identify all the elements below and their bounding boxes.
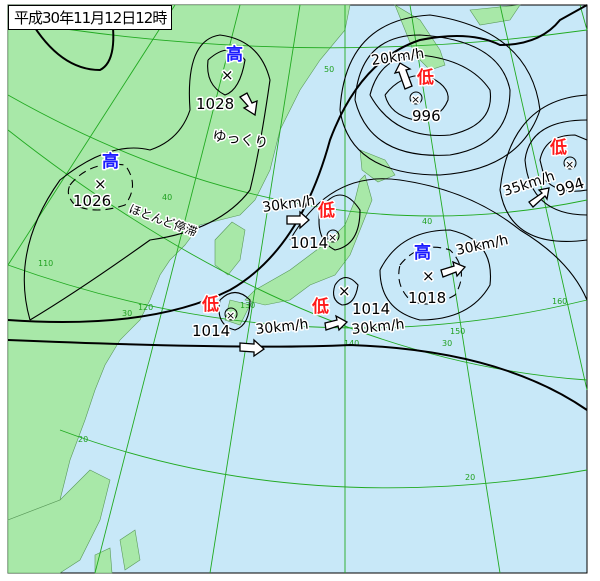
lat-label: 50: [324, 65, 334, 74]
lon-label: 110: [38, 259, 53, 268]
lat-label: 20: [78, 435, 88, 444]
center-cross-icon: ×: [328, 231, 337, 244]
lat-label: 30: [122, 309, 132, 318]
center-cross-icon: ×: [411, 93, 420, 106]
low-symbol: 低: [311, 296, 329, 317]
lat-label: 40: [422, 217, 432, 226]
movement-arrow-icon: [440, 260, 467, 278]
high-symbol: 高: [102, 151, 119, 172]
high-symbol: 高: [226, 44, 243, 65]
high-symbol: 高: [414, 242, 431, 263]
movement-arrow-icon: [239, 338, 266, 358]
pressure-label: 1014: [290, 234, 328, 252]
low-symbol: 低: [549, 137, 567, 158]
pressure-systems: 高 × 1028 ゆっくり 高 × 1026 ほとんど停滞 低 × 996 20…: [72, 43, 588, 358]
low-symbol: 低: [201, 294, 219, 315]
lat-label: 30: [442, 339, 452, 348]
center-cross-icon: ×: [226, 309, 235, 322]
lat-label: 40: [162, 193, 172, 202]
center-mark: ×: [422, 267, 435, 285]
pressure-label: 1014: [192, 322, 230, 340]
center-mark: ×: [94, 175, 107, 193]
movement-arrow-icon: [528, 187, 550, 208]
pressure-label: 1014: [352, 300, 390, 318]
center-mark: [563, 156, 577, 170]
center-mark: [326, 229, 340, 243]
lon-label: 160: [552, 297, 567, 306]
center-mark: ×: [338, 282, 351, 300]
movement-arrow-icon: [393, 62, 413, 90]
land: [7, 4, 521, 574]
center-mark: ×: [221, 66, 234, 84]
lon-label: 150: [450, 327, 465, 336]
pressure-label: 996: [412, 107, 441, 125]
pressure-label: 1026: [73, 192, 111, 210]
center-mark: [224, 307, 238, 321]
low-symbol: 低: [317, 200, 335, 221]
isobars: [7, 4, 588, 411]
pressure-label: 1018: [408, 289, 446, 307]
map-title: 平成30年11月12日12時: [8, 5, 173, 30]
pressure-label: 1028: [196, 95, 234, 113]
high-1028: 高 × 1028 ゆっくり: [195, 43, 271, 154]
movement-arrow-icon: [238, 92, 258, 117]
lat-label: 20: [465, 473, 475, 482]
center-mark: [409, 91, 423, 105]
lon-label: 140: [344, 339, 359, 348]
low-symbol: 低: [416, 67, 434, 88]
movement-arrow-icon: [286, 210, 310, 230]
movement-arrow-icon: [324, 314, 349, 332]
lon-label: 130: [240, 301, 255, 310]
lon-label: 120: [138, 303, 153, 312]
center-cross-icon: ×: [565, 158, 574, 171]
